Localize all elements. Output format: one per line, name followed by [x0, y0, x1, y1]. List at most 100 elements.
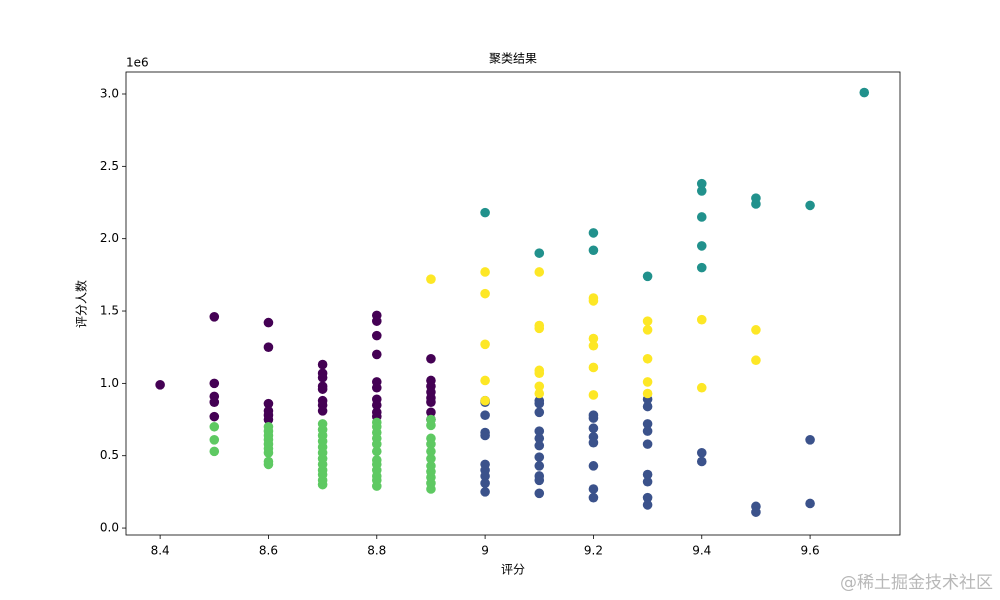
point [588, 423, 599, 434]
point [209, 411, 220, 422]
point [371, 382, 382, 393]
point [480, 487, 490, 497]
y-offset-label: 1e6 [126, 56, 149, 70]
point [534, 248, 545, 258]
point [696, 456, 707, 467]
x-tick-label: 8.8 [367, 544, 386, 558]
point [588, 413, 599, 423]
x-tick-label: 9.4 [692, 544, 711, 558]
point [426, 484, 436, 494]
point [696, 241, 707, 251]
point [371, 330, 382, 341]
point [642, 388, 653, 399]
x-tick-label: 9 [481, 544, 489, 558]
point [480, 339, 490, 350]
point [588, 492, 599, 503]
plot-frame [125, 71, 901, 536]
y-tick-label: 2.0 [100, 231, 119, 245]
point [751, 355, 761, 366]
point [696, 212, 707, 222]
point [426, 453, 436, 464]
point [480, 410, 490, 420]
point [480, 395, 490, 406]
point [588, 437, 599, 448]
point [642, 353, 653, 364]
point [426, 397, 436, 407]
point [534, 381, 545, 392]
x-tick-label: 9.2 [584, 544, 603, 558]
point [588, 390, 599, 400]
point [209, 378, 220, 389]
point [155, 380, 165, 390]
point [588, 362, 599, 373]
point [588, 245, 599, 256]
y-tick-label: 0.5 [100, 448, 119, 462]
point [480, 430, 490, 441]
point [263, 317, 274, 328]
point [426, 446, 436, 457]
point [534, 398, 545, 409]
point [534, 407, 545, 418]
point [480, 471, 490, 481]
point [480, 267, 490, 277]
point [426, 407, 436, 418]
point [588, 484, 599, 494]
point [751, 199, 761, 209]
y-tick-label: 1.5 [100, 304, 119, 318]
point [696, 178, 707, 189]
point [534, 461, 545, 471]
point [426, 353, 436, 364]
point [534, 440, 545, 451]
point [642, 316, 653, 326]
point [534, 323, 545, 334]
point [642, 500, 653, 510]
watermark: @稀土掘金技术社区 [840, 573, 993, 593]
point [371, 349, 382, 360]
point [317, 372, 328, 383]
point [805, 498, 815, 509]
point [371, 439, 382, 449]
point [534, 452, 545, 462]
point [371, 446, 382, 457]
point [534, 475, 545, 486]
point [371, 481, 382, 491]
point [317, 406, 328, 416]
point [642, 271, 653, 282]
point [263, 448, 274, 458]
point [534, 388, 545, 399]
point [263, 414, 274, 425]
point [317, 479, 328, 490]
point [696, 314, 707, 325]
y-axis-label: 评分人数 [74, 280, 89, 328]
point [805, 200, 815, 211]
point [642, 426, 653, 436]
point [209, 421, 220, 432]
y-tick-label: 2.5 [100, 159, 119, 173]
point [263, 342, 274, 352]
point [588, 461, 599, 471]
point [534, 426, 545, 436]
point [751, 325, 761, 335]
point [696, 186, 707, 196]
point [805, 434, 815, 445]
point [480, 375, 490, 386]
point [642, 377, 653, 387]
point [263, 398, 274, 409]
chart-title: 聚类结果 [489, 52, 537, 66]
x-tick-label: 9.6 [801, 544, 820, 558]
point [317, 359, 328, 370]
point [209, 312, 220, 322]
point [534, 267, 545, 277]
point [426, 420, 436, 431]
point [480, 478, 490, 489]
point [642, 439, 653, 449]
y-tick-label: 0.0 [100, 521, 119, 535]
point [480, 288, 490, 299]
point [696, 262, 707, 273]
point [209, 397, 220, 407]
point [642, 325, 653, 335]
x-tick-label: 8.4 [151, 544, 170, 558]
point [263, 459, 274, 470]
point [534, 488, 545, 499]
point [317, 384, 328, 394]
